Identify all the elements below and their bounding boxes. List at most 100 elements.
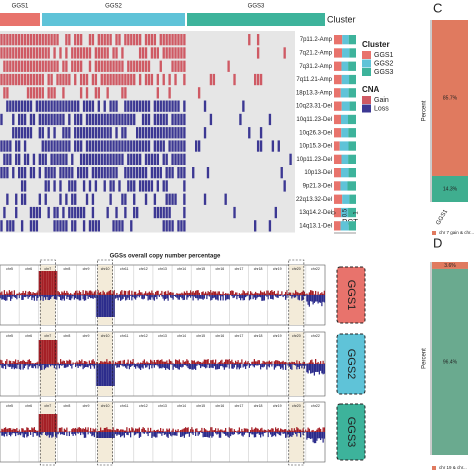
heatmap-cell (177, 220, 180, 232)
loss-bar (302, 364, 304, 366)
gain-bar (293, 361, 295, 364)
pct-segment (334, 181, 341, 191)
pct-segment (349, 194, 356, 204)
heatmap-cell (79, 73, 83, 86)
gain-bar (208, 430, 210, 432)
heatmap-cell (26, 127, 30, 139)
heatmap-cell (68, 113, 71, 126)
heatmap-cell (147, 113, 151, 126)
loss-bar (127, 364, 129, 366)
gain-bar (183, 428, 185, 432)
heatmap-cell (248, 34, 251, 46)
loss-bar (317, 364, 319, 372)
loss-bar (93, 364, 95, 369)
heatmap-cell (47, 206, 50, 219)
legend-swatch (362, 59, 371, 68)
heatmap-cell (147, 73, 151, 86)
pct-segment (334, 221, 341, 231)
gain-bar (131, 290, 133, 295)
heatmap-cell (18, 47, 21, 59)
loss-bar (11, 364, 13, 369)
gain-bar (123, 430, 125, 432)
gain-bar (171, 361, 173, 364)
gain-bar (93, 291, 95, 295)
gain-bar (42, 271, 44, 295)
heatmap-cell (168, 140, 171, 152)
gain-bar (90, 427, 92, 432)
loss-bar (253, 432, 255, 438)
gain-bar (76, 361, 78, 364)
gain-bar (146, 431, 148, 432)
heatmap-cell (59, 73, 62, 86)
loss-bar (321, 364, 323, 374)
gain-bar (136, 428, 138, 432)
gain-bar (161, 359, 163, 364)
loss-bar (35, 295, 37, 297)
heatmap-cell (35, 206, 39, 219)
loss-bar (147, 364, 149, 366)
gain-bar (76, 428, 78, 432)
loss-bar (280, 295, 282, 297)
loss-bar (45, 432, 47, 435)
heatmap-cell (144, 34, 148, 46)
loss-bar (18, 432, 20, 435)
gain-bar (253, 293, 255, 295)
loss-bar (13, 295, 15, 298)
gain-bar (108, 361, 110, 364)
loss-bar (253, 295, 255, 298)
gain-bar (56, 414, 58, 432)
heatmap-cell (256, 73, 260, 86)
heatmap-cell (124, 193, 127, 205)
gain-bar (138, 427, 140, 432)
gain-bar (7, 293, 9, 295)
loss-bar (71, 364, 73, 369)
heatmap-cell (112, 153, 115, 165)
heatmap-cell (174, 153, 177, 165)
gain-bar (167, 429, 169, 432)
heatmap-cell (233, 73, 236, 86)
heatmap-cell (127, 167, 130, 179)
loss-bar (293, 295, 295, 298)
heatmap-cell (56, 140, 59, 152)
gain-bar (176, 293, 178, 295)
heatmap-cell (156, 167, 159, 179)
loss-bar (231, 364, 233, 369)
loss-bar (250, 364, 252, 366)
gain-bar (117, 361, 119, 364)
loss-bar (278, 295, 280, 296)
cluster-bar (187, 13, 325, 26)
loss-bar (217, 295, 219, 301)
gain-bar (236, 431, 238, 432)
loss-bar (307, 432, 309, 439)
heatmap-cell (53, 87, 56, 99)
gain-bar (136, 294, 138, 295)
loss-bar (2, 364, 4, 369)
pct-segment (341, 207, 349, 218)
gain-bar (250, 291, 252, 295)
heatmap-cell (15, 127, 18, 139)
heatmap-cell (118, 153, 121, 165)
gain-bar (10, 360, 12, 364)
chr-label: chr9 (83, 404, 90, 408)
loss-bar (213, 364, 215, 367)
loss-bar (81, 432, 83, 433)
gain-bar (116, 362, 118, 364)
loss-bar (206, 295, 208, 300)
heatmap-cell (112, 220, 115, 232)
gain-bar (168, 292, 170, 295)
loss-bar (91, 432, 93, 437)
loss-bar (213, 295, 215, 298)
gain-bar (172, 428, 174, 432)
heatmap-cell (79, 60, 83, 72)
gain-bar (65, 363, 67, 364)
gain-bar (123, 359, 125, 364)
heatmap-cell (47, 47, 50, 59)
gain-bar (280, 428, 282, 432)
heatmap-cell (144, 153, 148, 165)
cluster-name: GGS1 (12, 4, 29, 10)
gain-bar (168, 359, 170, 364)
loss-bar (173, 432, 175, 436)
loss-bar (251, 364, 253, 365)
heatmap-cell (23, 167, 27, 179)
heatmap-cell (12, 113, 15, 126)
